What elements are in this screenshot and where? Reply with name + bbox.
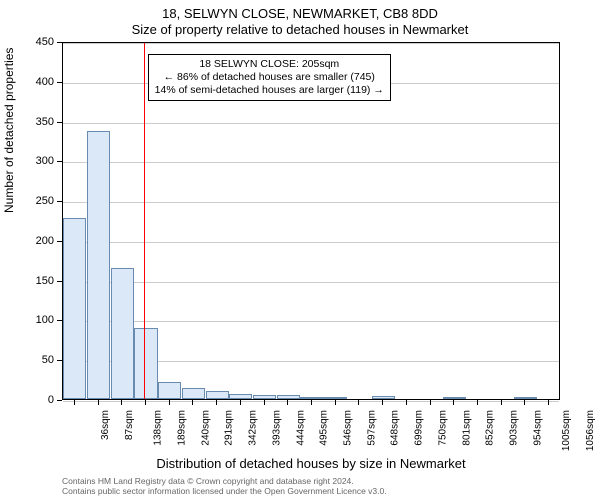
gridline (63, 162, 559, 163)
histogram-bar (158, 382, 181, 400)
xtick-mark (216, 400, 217, 405)
annotation-line1: 18 SELWYN CLOSE: 205sqm (155, 58, 384, 71)
ytick-label: 300 (14, 155, 54, 167)
ytick-mark (57, 42, 62, 43)
xtick-mark (192, 400, 193, 405)
title-subtitle: Size of property relative to detached ho… (0, 22, 600, 38)
ytick-label: 250 (14, 195, 54, 207)
y-axis-label: Number of detached properties (2, 48, 16, 213)
histogram-bar (182, 388, 205, 399)
footer-line2: Contains public sector information licen… (62, 486, 387, 496)
annotation-line3: 14% of semi-detached houses are larger (… (155, 84, 384, 97)
reference-line (144, 43, 145, 399)
xtick-mark (453, 400, 454, 405)
ytick-label: 100 (14, 314, 54, 326)
xtick-label: 444sqm (295, 410, 306, 446)
ytick-mark (57, 360, 62, 361)
xtick-label: 648sqm (390, 410, 401, 446)
gridline (63, 321, 559, 322)
xtick-mark (145, 400, 146, 405)
ytick-mark (57, 82, 62, 83)
ytick-label: 450 (14, 36, 54, 48)
xtick-mark (264, 400, 265, 405)
annotation-box: 18 SELWYN CLOSE: 205sqm← 86% of detached… (148, 54, 391, 101)
xtick-label: 87sqm (124, 410, 135, 440)
xtick-label: 1056sqm (585, 410, 596, 451)
x-axis-label: Distribution of detached houses by size … (62, 456, 560, 471)
xtick-label: 240sqm (200, 410, 211, 446)
xtick-label: 36sqm (100, 410, 111, 440)
xtick-mark (287, 400, 288, 405)
xtick-mark (98, 400, 99, 405)
histogram-bar (514, 397, 537, 399)
footer-line1: Contains HM Land Registry data © Crown c… (62, 476, 387, 486)
xtick-mark (311, 400, 312, 405)
ytick-mark (57, 161, 62, 162)
xtick-label: 699sqm (414, 410, 425, 446)
xtick-mark (524, 400, 525, 405)
ytick-label: 150 (14, 275, 54, 287)
ytick-label: 350 (14, 116, 54, 128)
ytick-label: 50 (14, 354, 54, 366)
gridline (63, 43, 559, 44)
histogram-bar (277, 395, 300, 399)
xtick-label: 393sqm (271, 410, 282, 446)
ytick-mark (57, 400, 62, 401)
xtick-label: 495sqm (319, 410, 330, 446)
xtick-label: 801sqm (461, 410, 472, 446)
ytick-mark (57, 122, 62, 123)
annotation-line2: ← 86% of detached houses are smaller (74… (155, 71, 384, 84)
xtick-mark (430, 400, 431, 405)
gridline (63, 123, 559, 124)
xtick-label: 954sqm (532, 410, 543, 446)
ytick-mark (57, 201, 62, 202)
histogram-bar (324, 397, 347, 399)
xtick-label: 342sqm (248, 410, 259, 446)
histogram-bar (253, 395, 276, 399)
xtick-label: 546sqm (343, 410, 354, 446)
xtick-label: 291sqm (224, 410, 235, 446)
xtick-label: 1005sqm (562, 410, 573, 451)
gridline (63, 202, 559, 203)
xtick-mark (501, 400, 502, 405)
xtick-mark (74, 400, 75, 405)
xtick-mark (169, 400, 170, 405)
ytick-label: 200 (14, 235, 54, 247)
histogram-bar (443, 397, 466, 399)
gridline (63, 282, 559, 283)
histogram-bar (134, 328, 157, 399)
histogram-bar (87, 131, 110, 399)
xtick-label: 189sqm (177, 410, 188, 446)
histogram-bar (229, 394, 252, 399)
gridline (63, 242, 559, 243)
chart-container: 18, SELWYN CLOSE, NEWMARKET, CB8 8DD Siz… (0, 0, 600, 500)
histogram-bar (63, 218, 86, 399)
ytick-label: 400 (14, 76, 54, 88)
ytick-mark (57, 241, 62, 242)
xtick-label: 852sqm (485, 410, 496, 446)
xtick-label: 138sqm (153, 410, 164, 446)
plot-area: 18 SELWYN CLOSE: 205sqm← 86% of detached… (62, 42, 560, 400)
ytick-label: 0 (14, 394, 54, 406)
xtick-mark (406, 400, 407, 405)
histogram-bar (111, 268, 134, 399)
xtick-mark (121, 400, 122, 405)
xtick-label: 903sqm (509, 410, 520, 446)
xtick-mark (548, 400, 549, 405)
histogram-bar (372, 396, 395, 399)
xtick-mark (477, 400, 478, 405)
ytick-mark (57, 320, 62, 321)
xtick-mark (240, 400, 241, 405)
xtick-label: 750sqm (437, 410, 448, 446)
title-block: 18, SELWYN CLOSE, NEWMARKET, CB8 8DD Siz… (0, 0, 600, 37)
ytick-mark (57, 281, 62, 282)
footer-attribution: Contains HM Land Registry data © Crown c… (62, 476, 387, 496)
histogram-bar (300, 397, 323, 399)
xtick-label: 597sqm (366, 410, 377, 446)
histogram-bar (206, 391, 229, 399)
xtick-mark (335, 400, 336, 405)
xtick-mark (358, 400, 359, 405)
xtick-mark (382, 400, 383, 405)
title-address: 18, SELWYN CLOSE, NEWMARKET, CB8 8DD (0, 6, 600, 22)
